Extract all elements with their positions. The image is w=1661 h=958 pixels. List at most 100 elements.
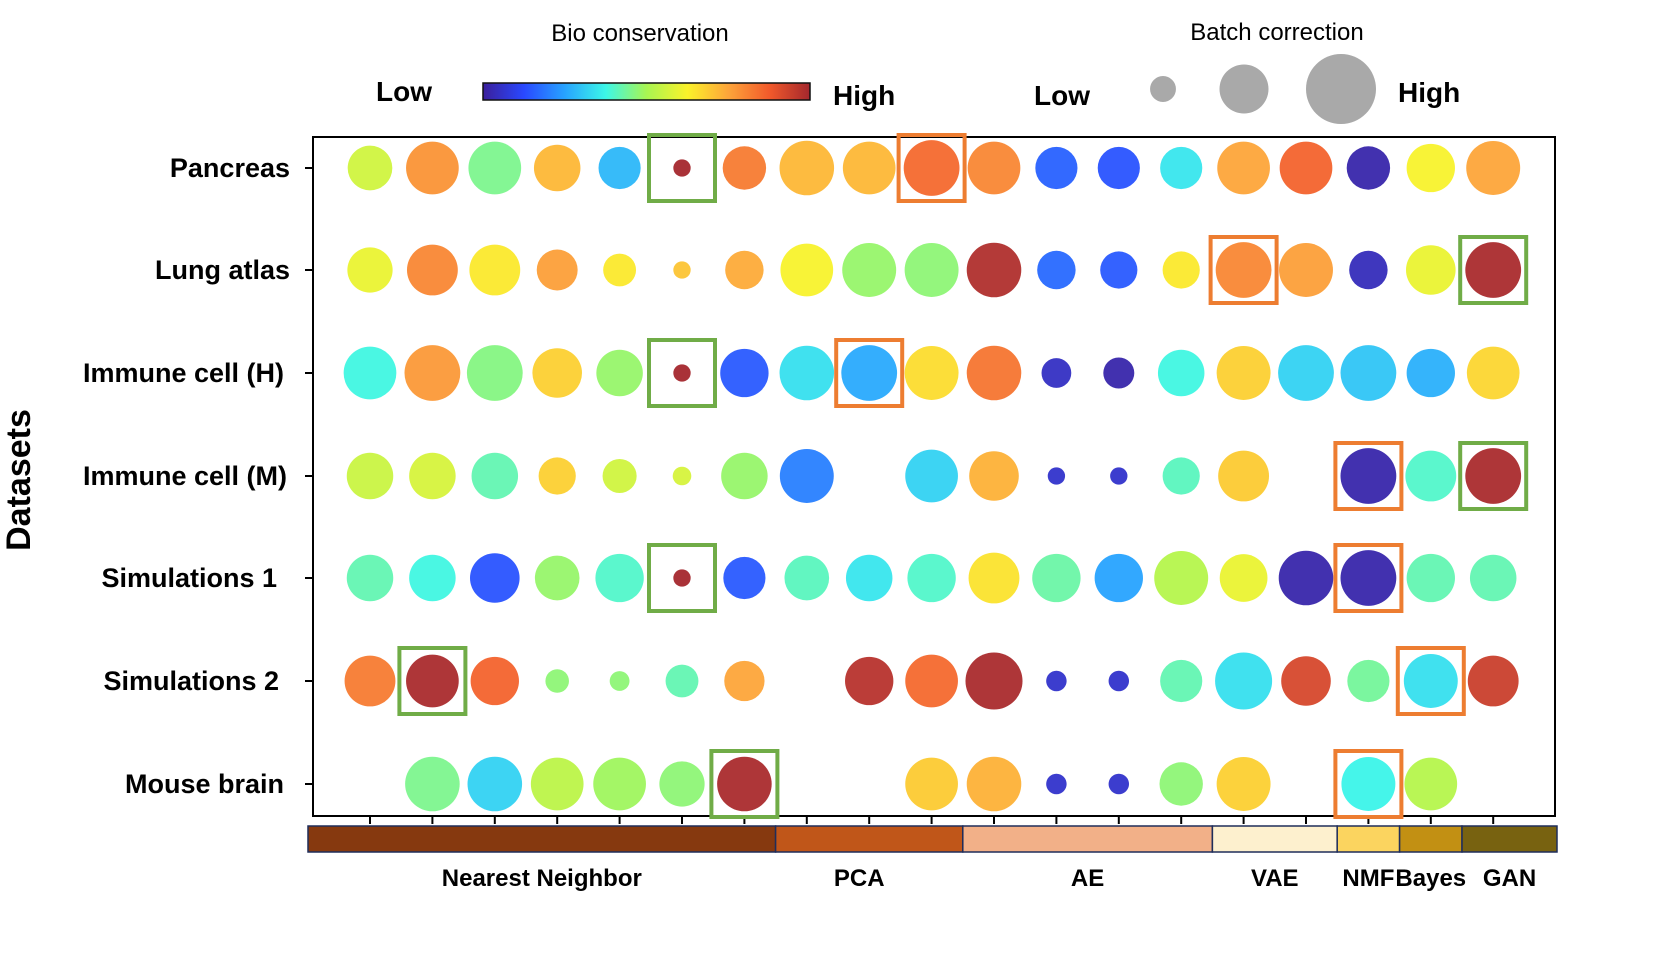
dot xyxy=(841,345,898,401)
dot xyxy=(530,757,584,811)
method-group-label: GAN xyxy=(1483,865,1536,892)
dot xyxy=(603,253,637,287)
dot xyxy=(468,141,522,195)
dot xyxy=(673,261,691,279)
dot xyxy=(406,244,458,296)
dot xyxy=(1046,773,1067,795)
dot xyxy=(784,555,830,601)
method-group-block xyxy=(1398,825,1463,853)
dot xyxy=(1110,467,1128,485)
dot xyxy=(1340,448,1397,504)
dot xyxy=(966,345,1022,401)
dot xyxy=(533,144,581,192)
dot xyxy=(1406,143,1455,193)
dot xyxy=(1406,348,1455,398)
dataset-label: Simulations 1 xyxy=(101,563,277,593)
bio-best-box xyxy=(647,133,717,203)
dot xyxy=(845,554,893,602)
bio-best-box xyxy=(647,338,717,408)
size-legend-circle xyxy=(1306,54,1376,124)
dot xyxy=(344,655,396,707)
dot xyxy=(1406,553,1455,603)
dot xyxy=(536,249,578,291)
dot xyxy=(1278,345,1334,401)
dot xyxy=(1046,670,1067,692)
dot xyxy=(903,140,960,196)
method-group-block xyxy=(1461,825,1558,853)
bio-best-box xyxy=(1458,235,1529,305)
dot xyxy=(347,247,393,293)
method-group-label: Bayes xyxy=(1395,865,1466,892)
dot xyxy=(673,569,691,587)
bio-best-box xyxy=(397,646,468,716)
dot xyxy=(534,555,580,601)
dot xyxy=(1159,762,1203,806)
dot xyxy=(968,552,1020,604)
dot xyxy=(343,346,397,400)
batch-best-box xyxy=(1208,235,1279,305)
dot xyxy=(1215,652,1273,710)
dot xyxy=(596,349,643,397)
x-ticks xyxy=(369,816,1495,824)
dot xyxy=(1037,250,1076,290)
dot xyxy=(1157,349,1205,397)
dot xyxy=(659,761,705,807)
dot xyxy=(905,757,958,811)
y-axis-label: Datasets xyxy=(0,409,38,551)
dot xyxy=(1346,146,1391,190)
dot xyxy=(406,141,459,195)
dot xyxy=(1281,656,1331,706)
dot xyxy=(1347,659,1390,703)
colorbar xyxy=(482,82,811,101)
method-group-block xyxy=(774,825,964,853)
dot xyxy=(1403,654,1458,708)
method-group-block xyxy=(307,825,777,853)
size-legend-circles xyxy=(1150,54,1376,124)
dot xyxy=(602,458,637,494)
dot xyxy=(467,756,523,812)
method-group-bar xyxy=(307,825,1558,853)
dot xyxy=(969,451,1019,501)
dot xyxy=(1035,146,1078,190)
dataset-label: Immune cell (H) xyxy=(83,358,284,388)
method-group-label: NMF xyxy=(1342,865,1394,892)
dot xyxy=(965,652,1023,710)
dot xyxy=(598,146,641,190)
dot xyxy=(1215,242,1272,298)
highlight-boxes xyxy=(397,133,1529,819)
method-group-block xyxy=(962,825,1214,853)
dot xyxy=(779,345,835,401)
dataset-label: Pancreas xyxy=(170,153,290,183)
color-legend-title: Bio conservation xyxy=(551,20,728,47)
dot xyxy=(966,242,1022,298)
method-group-labels: Nearest Neighbor PCA AE VAE NMF Bayes GAN xyxy=(442,865,1536,892)
dot xyxy=(842,141,896,195)
size-legend-high: High xyxy=(1398,77,1460,108)
dot xyxy=(1032,553,1081,603)
dot xyxy=(1216,346,1271,400)
dot xyxy=(470,656,519,706)
dot xyxy=(346,554,394,602)
method-group-block xyxy=(1336,825,1401,853)
size-legend-circle xyxy=(1150,76,1176,102)
bio-best-box xyxy=(1458,441,1529,511)
dataset-label: Simulations 2 xyxy=(103,666,279,696)
dot xyxy=(346,452,394,500)
dot xyxy=(1097,146,1140,190)
dot xyxy=(672,466,692,486)
dot xyxy=(1341,757,1396,811)
dot xyxy=(1467,655,1519,707)
dot xyxy=(725,250,764,290)
dot xyxy=(470,553,520,603)
batch-best-box xyxy=(1333,749,1404,819)
dot xyxy=(966,756,1022,812)
dot xyxy=(469,244,521,296)
bio-best-box xyxy=(647,543,717,613)
dot xyxy=(1162,457,1200,495)
dot xyxy=(1108,773,1130,795)
dot xyxy=(1279,243,1333,297)
dot xyxy=(1041,358,1072,388)
dot xyxy=(1103,357,1135,389)
dot xyxy=(1218,450,1270,502)
dot xyxy=(673,159,691,177)
